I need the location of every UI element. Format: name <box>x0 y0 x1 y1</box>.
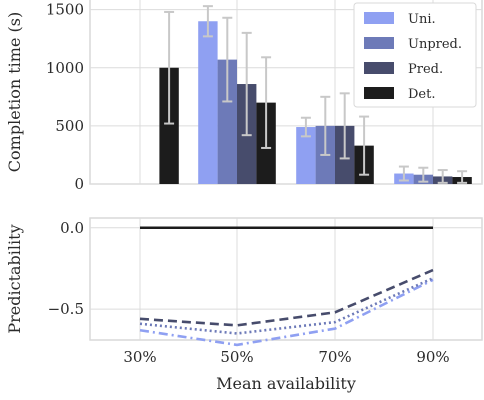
completion-time-panel: 0 500 1000 1500 Completion time (s) Uni. Unp… <box>5 0 483 193</box>
line-dashdot-0 <box>139 278 434 347</box>
legend-label-pred: Pred. <box>408 62 443 77</box>
x-tick-90: 90% <box>416 348 449 366</box>
x-tick-70: 70% <box>318 348 351 366</box>
bottom-y-ticks: 0.0 −0.5 <box>48 219 84 318</box>
top-y-tick-500: 500 <box>55 117 84 135</box>
legend-swatch-uni <box>364 12 394 24</box>
top-y-tick-1000: 1000 <box>46 59 84 77</box>
bar-unpred-50 <box>217 59 237 184</box>
bar-uni-70 <box>296 127 316 184</box>
bottom-y-tick-1: −0.5 <box>48 300 84 318</box>
legend: Uni. Unpred. Pred. Det. <box>353 2 477 108</box>
x-tick-50: 50% <box>220 348 253 366</box>
legend-swatch-unpred <box>364 37 394 49</box>
top-y-tick-0: 0 <box>74 175 84 193</box>
legend-label-det: Det. <box>408 87 435 102</box>
legend-label-uni: Uni. <box>408 12 436 27</box>
bottom-y-tick-0: 0.0 <box>60 219 84 237</box>
error-bar-group <box>164 5 468 184</box>
x-tick-30: 30% <box>123 348 156 366</box>
top-y-ticks: 0 500 1000 1500 <box>46 1 84 193</box>
x-ticks: 30% 50% 70% 90% <box>123 348 449 366</box>
top-y-axis-label: Completion time (s) <box>5 12 24 172</box>
bar-uni-50 <box>198 21 218 184</box>
legend-box <box>353 2 477 108</box>
legend-label-unpred: Unpred. <box>408 37 462 52</box>
bottom-plot-frame <box>89 217 483 341</box>
bar-det-30 <box>159 67 179 184</box>
predictability-panel: 0.0 −0.5 30% 50% 70% 90% Predictability Mean… <box>5 217 483 393</box>
x-axis-label: Mean availability <box>216 374 356 393</box>
line-dashed-2 <box>139 268 434 327</box>
legend-swatch-det <box>364 87 394 99</box>
line-series-group <box>139 226 434 347</box>
top-y-tick-1500: 1500 <box>46 1 84 19</box>
line-dotted-1 <box>139 277 434 335</box>
bottom-y-axis-label: Predictability <box>5 224 24 333</box>
legend-swatch-pred <box>364 62 394 74</box>
